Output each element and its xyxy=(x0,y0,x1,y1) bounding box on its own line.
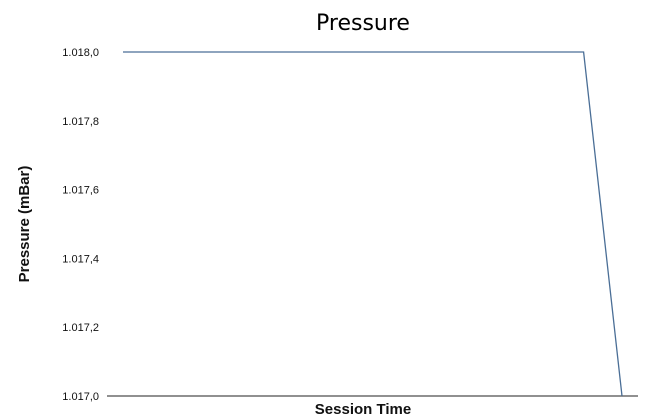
y-axis-label: Pressure (mBar) xyxy=(16,166,33,283)
x-axis-label: Session Time xyxy=(315,401,411,418)
y-tick-label: 1.017,2 xyxy=(62,322,99,334)
chart-title: Pressure xyxy=(316,11,410,36)
series-layer xyxy=(123,51,623,397)
series-line xyxy=(123,51,623,397)
y-axis: 1.017,0 1.017,2 1.017,4 1.017,6 1.017,8 1.018… xyxy=(62,47,99,403)
y-tick-label: 1.017,0 xyxy=(62,391,99,403)
y-tick-label: 1.018,0 xyxy=(62,47,99,59)
y-tick-label: 1.017,4 xyxy=(62,253,99,265)
y-tick-label: 1.017,6 xyxy=(62,185,99,197)
y-tick-label: 1.017,8 xyxy=(62,116,99,128)
